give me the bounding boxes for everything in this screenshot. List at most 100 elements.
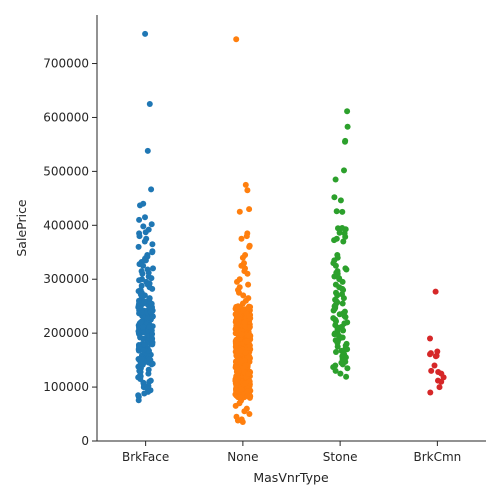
data-points <box>135 30 447 425</box>
data-point <box>136 343 142 350</box>
data-point <box>344 365 351 372</box>
data-point <box>246 243 253 250</box>
data-point <box>148 221 155 228</box>
y-tick-label: 300000 <box>43 272 89 286</box>
data-point <box>139 309 145 316</box>
data-point <box>234 278 240 285</box>
data-point <box>149 360 156 367</box>
data-point <box>341 167 347 174</box>
data-point <box>141 298 148 305</box>
data-point <box>237 347 244 354</box>
data-point <box>233 36 240 43</box>
data-point <box>139 270 146 277</box>
data-point <box>330 307 337 314</box>
data-point <box>142 214 148 221</box>
data-point <box>344 123 351 130</box>
data-point <box>428 367 435 374</box>
data-point <box>149 241 156 248</box>
x-tick-label: BrkCmn <box>413 450 461 464</box>
x-tick-label: BrkFace <box>122 450 169 464</box>
data-point <box>234 365 241 372</box>
data-point <box>339 208 346 215</box>
data-point <box>238 235 245 242</box>
data-point <box>136 233 143 240</box>
y-tick-label: 0 <box>81 434 89 448</box>
data-point <box>337 370 344 377</box>
data-point <box>245 281 252 288</box>
data-point <box>340 238 347 245</box>
data-point <box>236 208 243 215</box>
data-point <box>141 390 148 397</box>
data-point <box>339 361 346 368</box>
data-point <box>342 314 349 320</box>
axes <box>96 15 486 442</box>
y-axis-label: SalePrice <box>14 199 29 257</box>
data-point <box>238 331 245 338</box>
data-point <box>339 300 346 307</box>
y-tick-label: 600000 <box>43 110 89 124</box>
data-point <box>141 341 148 348</box>
data-point <box>232 402 239 409</box>
data-point <box>243 233 250 240</box>
data-point <box>147 308 154 315</box>
data-point <box>233 340 240 347</box>
data-point <box>138 356 145 363</box>
data-point <box>139 361 146 368</box>
data-point <box>149 313 156 320</box>
data-point <box>148 186 155 193</box>
data-point <box>342 233 349 240</box>
data-point <box>146 324 153 330</box>
data-point <box>244 388 251 395</box>
x-tick-label: None <box>227 450 258 464</box>
data-point <box>427 335 433 342</box>
y-tick-label: 400000 <box>43 218 89 232</box>
data-point <box>244 187 251 194</box>
data-point <box>141 238 148 245</box>
x-axis-label: MasVnrType <box>253 470 329 485</box>
data-point <box>246 342 253 349</box>
data-point <box>240 292 247 299</box>
data-point <box>340 295 347 302</box>
data-point <box>246 206 253 213</box>
data-point <box>139 324 146 330</box>
data-point <box>241 319 248 326</box>
data-point <box>234 417 241 424</box>
data-point <box>331 273 338 280</box>
data-point <box>135 397 142 404</box>
data-point <box>242 362 249 369</box>
data-point <box>342 138 348 145</box>
data-point <box>246 353 253 360</box>
data-point <box>136 277 143 284</box>
y-tick-label: 500000 <box>43 164 89 178</box>
data-point <box>332 367 339 374</box>
data-point <box>246 411 253 417</box>
data-point <box>146 101 153 107</box>
y-ticks: 0 100000 200000 300000 400000 500000 600000 700… <box>43 57 97 448</box>
data-point <box>237 358 244 365</box>
data-point <box>238 386 245 393</box>
data-point <box>244 270 251 277</box>
data-point <box>149 331 156 337</box>
data-point <box>332 262 339 269</box>
data-point <box>333 349 339 355</box>
data-point <box>331 237 338 244</box>
data-point <box>236 394 243 401</box>
data-point <box>241 408 248 415</box>
data-point <box>427 389 434 396</box>
data-point <box>145 348 152 355</box>
data-point <box>233 325 239 332</box>
data-point <box>145 370 152 377</box>
data-point <box>246 313 253 320</box>
data-point <box>144 315 151 322</box>
data-point <box>335 225 341 232</box>
data-point <box>135 243 142 250</box>
data-point <box>144 147 151 154</box>
data-point <box>339 278 346 285</box>
x-tick-label: Stone <box>323 450 358 464</box>
data-point <box>150 265 156 272</box>
data-point <box>148 275 155 282</box>
data-point <box>436 384 443 391</box>
data-point <box>149 335 156 342</box>
data-point <box>140 262 147 269</box>
